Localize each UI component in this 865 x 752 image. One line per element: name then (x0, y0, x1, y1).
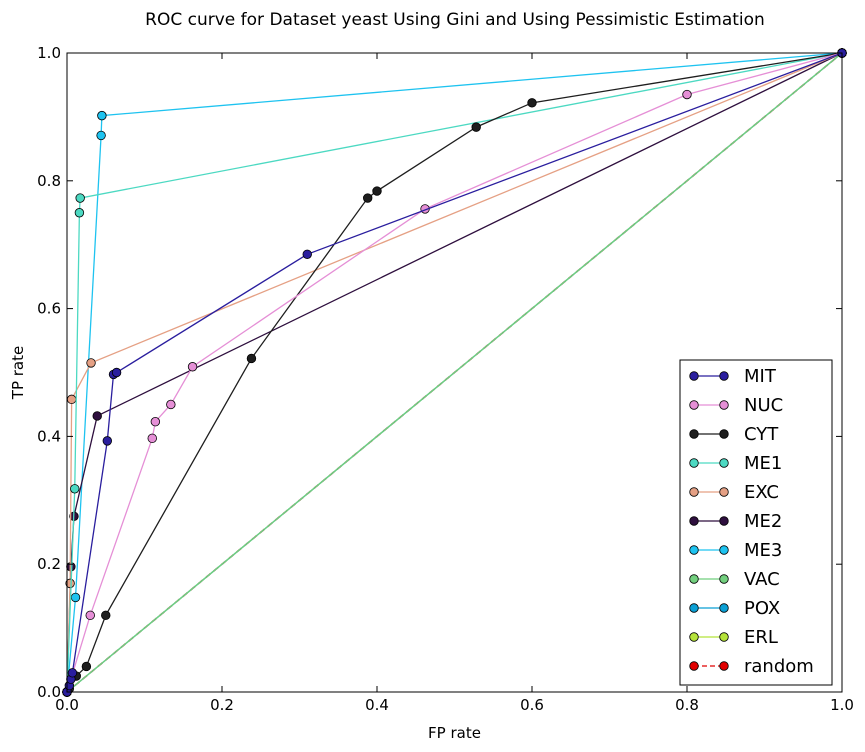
legend-label: ME3 (744, 540, 782, 561)
legend-marker (719, 487, 729, 497)
data-point-exc (66, 394, 77, 405)
x-tick-label: 1.0 (830, 696, 854, 714)
x-tick-label: 0.0 (55, 696, 79, 714)
legend-marker (689, 603, 699, 613)
legend-marker (689, 487, 699, 497)
legend-marker (719, 516, 729, 526)
y-tick-label: 0.6 (37, 300, 61, 318)
x-tick-label: 0.2 (210, 696, 234, 714)
data-point-cyt (363, 193, 373, 203)
legend-label: ME1 (744, 453, 782, 474)
data-point-me3 (96, 130, 106, 141)
legend-label: ME2 (744, 511, 782, 532)
data-point-nuc (85, 610, 95, 621)
data-point-cyt (101, 610, 111, 621)
legend-label: CYT (744, 424, 779, 445)
series-line-vac (66, 52, 843, 693)
legend-label: MIT (744, 366, 777, 387)
legend-item-random: random (689, 656, 814, 677)
data-point-exc (86, 358, 96, 368)
plot-frame (66, 52, 843, 693)
data-point-nuc (147, 433, 157, 444)
legend: MIT NUC CYT ME1 EXC ME2 ME3 VAC POX ERL random (679, 359, 833, 686)
legend-item-me1: ME1 (689, 453, 782, 474)
x-axis-label: FP rate (428, 724, 481, 742)
data-point-me1 (70, 484, 80, 494)
data-point-me3 (70, 592, 81, 603)
legend-marker (719, 574, 729, 584)
data-point-cyt (246, 353, 257, 364)
legend-marker (719, 603, 729, 613)
x-tick-label: 0.4 (365, 696, 389, 714)
y-tick-label: 0.2 (37, 555, 61, 573)
series-mit (62, 48, 847, 697)
legend-label: NUC (744, 395, 783, 416)
legend-label: POX (744, 598, 780, 619)
legend-marker (719, 632, 729, 642)
legend-marker (719, 661, 729, 671)
x-tick-label: 0.8 (675, 696, 699, 714)
legend-marker (689, 545, 699, 555)
data-point-cyt (471, 122, 481, 132)
legend-marker (719, 371, 729, 381)
data-point-cyt (81, 661, 92, 672)
data-point-me1 (74, 208, 85, 218)
data-point-mit (67, 668, 78, 678)
data-point-mit (111, 367, 122, 378)
y-tick-label: 1.0 (37, 44, 61, 62)
chart-title: ROC curve for Dataset yeast Using Gini a… (145, 10, 765, 30)
y-axis-label: TP rate (9, 346, 27, 400)
legend-marker (689, 400, 699, 410)
legend-item-vac: VAC (689, 569, 780, 590)
data-point-me1 (75, 193, 85, 203)
legend-item-erl: ERL (689, 627, 778, 648)
y-tick-label: 0.0 (37, 683, 61, 701)
data-point-exc (65, 578, 75, 589)
data-point-nuc (187, 362, 198, 372)
legend-marker (689, 574, 699, 584)
legend-item-exc: EXC (689, 482, 779, 503)
legend-marker (689, 429, 699, 439)
legend-marker (689, 371, 699, 381)
data-point-me2 (92, 411, 102, 421)
legend-item-pox: POX (689, 598, 780, 619)
plot-area (62, 48, 847, 697)
legend-item-nuc: NUC (689, 395, 783, 416)
legend-label: ERL (744, 627, 778, 648)
data-point-cyt (372, 186, 382, 196)
data-point-mit (102, 436, 113, 446)
axes: 0.0 0.2 0.4 0.6 0.8 1.0 0.0 0.2 0.4 0.6 0.8 1.0 (37, 44, 854, 714)
legend-marker (689, 516, 699, 526)
legend-item-cyt: CYT (689, 424, 779, 445)
legend-marker (719, 400, 729, 410)
y-tick-label: 0.4 (37, 427, 61, 445)
x-tick-label: 0.6 (520, 696, 544, 714)
legend-marker (719, 545, 729, 555)
legend-item-mit: MIT (689, 366, 777, 387)
legend-label: EXC (744, 482, 779, 503)
legend-marker (689, 632, 699, 642)
data-point-mit (302, 249, 312, 259)
legend-marker (719, 429, 729, 439)
legend-marker (689, 661, 699, 671)
data-point-me3 (97, 110, 107, 121)
legend-box (679, 359, 833, 686)
data-point-nuc (166, 399, 176, 410)
legend-marker (689, 458, 699, 468)
series-nuc (62, 48, 847, 697)
legend-label: VAC (744, 569, 780, 590)
legend-label: random (744, 656, 814, 677)
data-point-nuc (150, 417, 161, 427)
y-tick-label: 0.8 (37, 172, 61, 190)
legend-marker (719, 458, 729, 468)
data-point-cyt (527, 98, 537, 108)
legend-item-me3: ME3 (689, 540, 782, 561)
legend-item-me2: ME2 (689, 511, 782, 532)
data-point-nuc (682, 89, 692, 100)
